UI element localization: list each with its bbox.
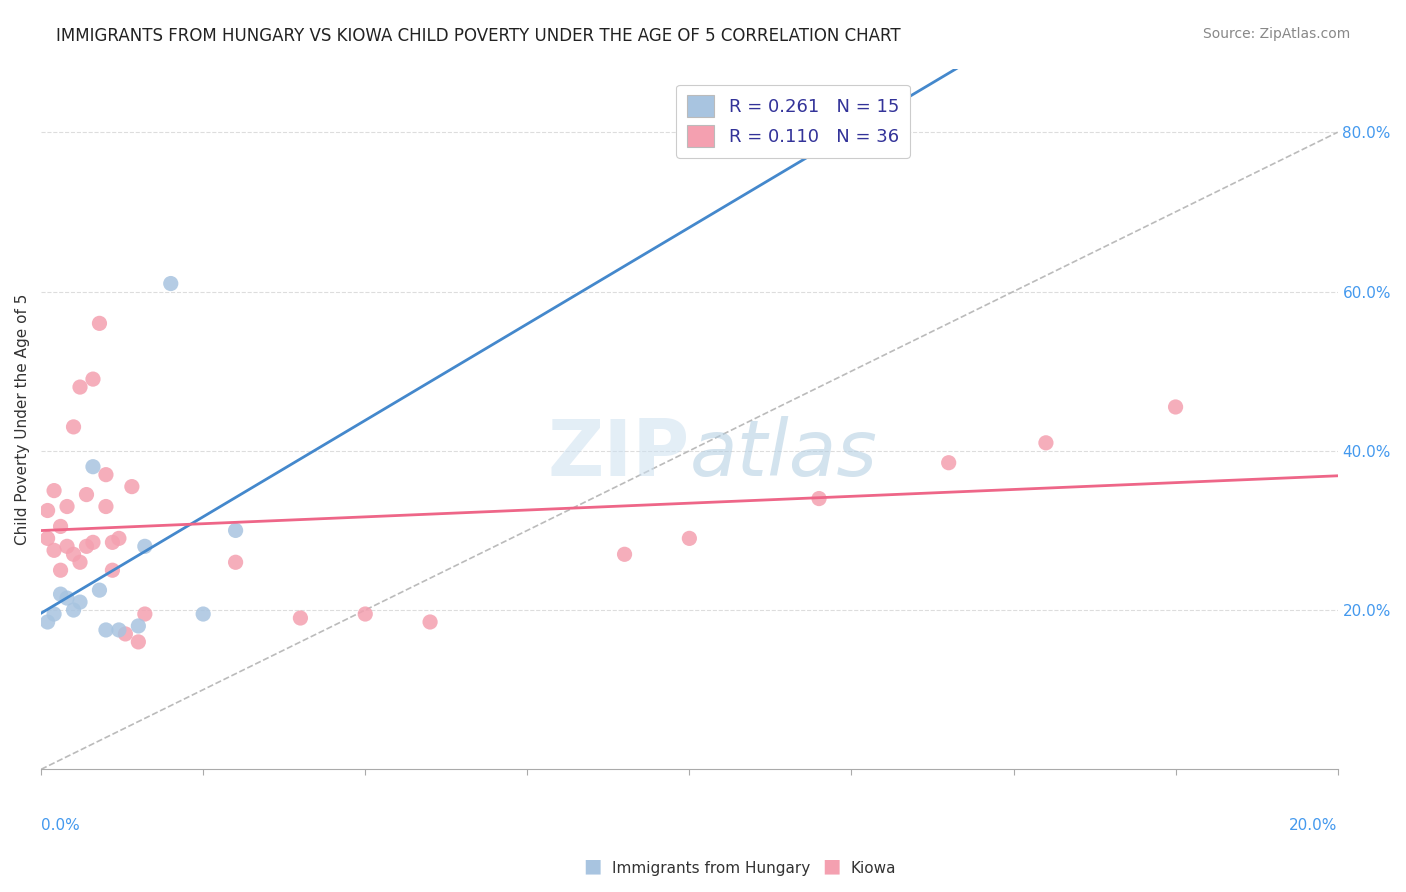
Text: ■: ■ <box>823 857 841 876</box>
Point <box>354 607 377 621</box>
Point <box>42 543 65 558</box>
Point <box>49 519 72 533</box>
Point <box>76 487 98 501</box>
Point <box>108 532 131 546</box>
Point <box>101 535 124 549</box>
Point <box>49 563 72 577</box>
Point <box>134 607 156 621</box>
Text: Kiowa: Kiowa <box>851 861 896 876</box>
Point <box>82 459 104 474</box>
Point <box>82 535 104 549</box>
Point <box>94 500 117 514</box>
Point <box>49 587 72 601</box>
Point <box>225 555 247 569</box>
Legend: R = 0.261   N = 15, R = 0.110   N = 36: R = 0.261 N = 15, R = 0.110 N = 36 <box>676 85 910 158</box>
Point <box>56 539 79 553</box>
Point <box>69 595 91 609</box>
Point <box>108 623 131 637</box>
Point <box>419 615 441 629</box>
Point <box>69 555 91 569</box>
Point <box>127 635 149 649</box>
Point <box>225 524 247 538</box>
Text: atlas: atlas <box>689 416 877 492</box>
Point <box>37 615 59 629</box>
Point <box>613 547 636 561</box>
Point <box>1164 400 1187 414</box>
Point <box>678 532 700 546</box>
Point <box>56 591 79 606</box>
Point <box>37 532 59 546</box>
Point <box>121 480 143 494</box>
Point <box>89 583 111 598</box>
Point <box>42 483 65 498</box>
Point <box>37 503 59 517</box>
Point <box>127 619 149 633</box>
Point <box>193 607 215 621</box>
Point <box>82 372 104 386</box>
Point <box>101 563 124 577</box>
Point <box>56 500 79 514</box>
Point <box>290 611 312 625</box>
Text: 0.0%: 0.0% <box>41 818 80 833</box>
Text: 20.0%: 20.0% <box>1289 818 1337 833</box>
Y-axis label: Child Poverty Under the Age of 5: Child Poverty Under the Age of 5 <box>15 293 30 545</box>
Point <box>94 623 117 637</box>
Point <box>938 456 960 470</box>
Point <box>62 603 84 617</box>
Point <box>159 277 181 291</box>
Point <box>1035 435 1057 450</box>
Point <box>114 627 136 641</box>
Point <box>69 380 91 394</box>
Point <box>89 317 111 331</box>
Text: ■: ■ <box>583 857 602 876</box>
Point <box>62 420 84 434</box>
Point <box>76 539 98 553</box>
Point <box>62 547 84 561</box>
Text: IMMIGRANTS FROM HUNGARY VS KIOWA CHILD POVERTY UNDER THE AGE OF 5 CORRELATION CH: IMMIGRANTS FROM HUNGARY VS KIOWA CHILD P… <box>56 27 901 45</box>
Point <box>94 467 117 482</box>
Point <box>42 607 65 621</box>
Text: Immigrants from Hungary: Immigrants from Hungary <box>612 861 810 876</box>
Point <box>808 491 831 506</box>
Point <box>134 539 156 553</box>
Text: Source: ZipAtlas.com: Source: ZipAtlas.com <box>1202 27 1350 41</box>
Text: ZIP: ZIP <box>547 416 689 492</box>
